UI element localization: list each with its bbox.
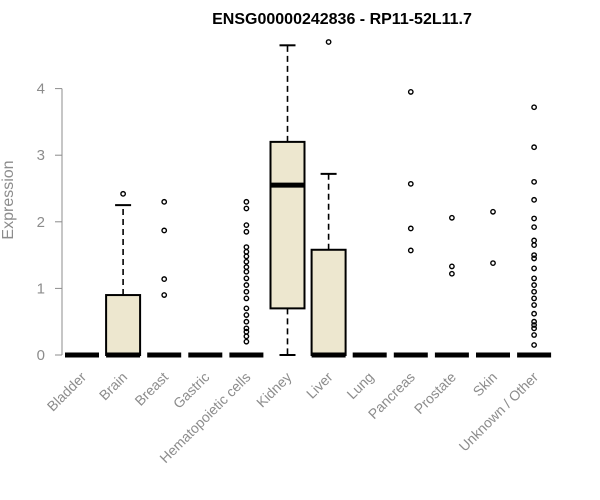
outlier-point (448, 270, 455, 277)
x-tick-label-skin: Skin (470, 369, 501, 400)
outlier-point (243, 338, 250, 345)
outlier-point (531, 252, 537, 259)
outlier-point (161, 292, 168, 298)
box-brain (105, 190, 142, 358)
y-tick-label: 1 (37, 280, 45, 297)
outlier-point (243, 253, 250, 260)
box-body (105, 294, 142, 356)
outlier-point (243, 318, 250, 325)
outlier-point (531, 332, 537, 338)
outlier-point (243, 305, 250, 312)
outlier-point (531, 242, 537, 249)
outlier-point (448, 263, 455, 270)
outlier-point (531, 144, 537, 151)
outlier-point (243, 282, 250, 288)
outlier-point (407, 89, 414, 95)
outlier-point (448, 214, 455, 221)
outlier-point (407, 180, 414, 187)
x-tick-label-kidney: Kidney (253, 369, 295, 411)
outlier-point (531, 325, 537, 332)
outlier-point (243, 205, 250, 212)
outlier-point (243, 268, 250, 275)
outlier-point (531, 342, 537, 348)
x-tick-label-prostate: Prostate (411, 369, 459, 417)
y-tick-label: 4 (37, 81, 45, 98)
outlier-point (490, 260, 496, 266)
outlier-point (243, 248, 250, 255)
box-breast (147, 198, 182, 358)
outlier-point (243, 288, 250, 295)
x-tick-label-lung: Lung (343, 369, 376, 402)
outlier-point (531, 265, 537, 272)
chart-title: ENSG00000242836 - RP11-52L11.7 (212, 11, 472, 28)
outlier-point (531, 282, 537, 288)
outlier-point (243, 222, 250, 229)
outlier-point (161, 276, 168, 282)
outlier-point (161, 227, 168, 234)
y-axis-label: Expression (0, 160, 17, 239)
box-hematopoietic-cells (229, 198, 264, 358)
outlier-point (531, 295, 537, 302)
outlier-point (243, 275, 250, 282)
outlier-point (161, 198, 168, 205)
outlier-point (243, 328, 250, 335)
box-kidney (269, 44, 306, 356)
outlier-point (531, 288, 537, 295)
outlier-point (243, 333, 250, 340)
y-tick-label: 0 (37, 347, 45, 364)
outlier-point (243, 198, 250, 205)
outlier-point (407, 247, 414, 254)
outlier-point (531, 237, 537, 244)
x-tick-label-breast: Breast (131, 369, 171, 409)
outlier-point (531, 322, 537, 328)
outlier-point (243, 264, 250, 270)
outlier-point (531, 196, 537, 203)
outlier-point (325, 39, 332, 45)
box-liver (310, 39, 347, 358)
outlier-point (531, 104, 537, 111)
y-tick-label: 2 (37, 214, 45, 231)
outlier-point (243, 258, 250, 265)
outlier-point (531, 310, 537, 317)
boxes (65, 39, 552, 358)
outlier-point (243, 295, 250, 302)
outlier-point (531, 275, 537, 282)
box-prostate (434, 214, 469, 358)
box-body (310, 248, 347, 356)
box-skin (476, 208, 510, 358)
outlier-point (531, 215, 537, 222)
outlier-point (243, 228, 250, 235)
box-body (269, 140, 306, 310)
x-tick-label-bladder: Bladder (44, 369, 90, 415)
outlier-point (531, 255, 537, 262)
outlier-point (243, 312, 250, 318)
outlier-point (531, 178, 537, 185)
outlier-point (531, 318, 537, 325)
x-tick-label-brain: Brain (96, 369, 130, 403)
outlier-point (531, 224, 537, 231)
box-pancreas (393, 89, 428, 358)
outlier-point (407, 225, 414, 232)
outlier-point (243, 325, 250, 332)
y-tick-label: 3 (37, 147, 45, 164)
outlier-point (243, 244, 250, 251)
x-tick-label-liver: Liver (303, 369, 336, 402)
outlier-point (531, 302, 537, 308)
outlier-point (120, 190, 127, 197)
box-unknown-other (517, 104, 552, 358)
y-axis: 0 1 2 3 4 (37, 81, 63, 364)
outlier-point (490, 208, 496, 215)
